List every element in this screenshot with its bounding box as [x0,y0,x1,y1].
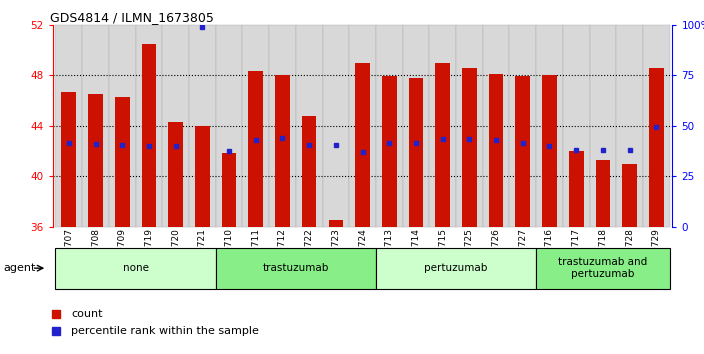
Bar [649,68,664,227]
Bar [82,25,109,227]
Text: trastuzumab: trastuzumab [263,263,329,273]
Bar [435,63,450,227]
Text: count: count [71,309,103,319]
Bar [408,78,423,227]
Bar [462,68,477,227]
Bar [215,25,242,227]
Bar [622,164,637,227]
Bar [88,94,103,227]
Bar [596,160,610,227]
Bar [109,25,136,227]
Bar [456,25,483,227]
Bar [136,25,163,227]
Bar [536,248,670,289]
Bar [56,248,215,289]
Bar [61,92,76,227]
Bar [643,25,670,227]
Bar [168,122,183,227]
Bar [163,25,189,227]
Bar [489,74,503,227]
Text: percentile rank within the sample: percentile rank within the sample [71,326,259,336]
Bar [349,25,376,227]
Bar [195,126,210,227]
Text: none: none [122,263,149,273]
Bar [589,25,616,227]
Bar [429,25,456,227]
Text: pertuzumab: pertuzumab [425,263,488,273]
Bar [115,97,130,227]
Text: trastuzumab and
pertuzumab: trastuzumab and pertuzumab [558,257,648,279]
Bar [542,75,557,227]
Bar [142,44,156,227]
Bar [483,25,510,227]
Bar [215,248,376,289]
Bar [403,25,429,227]
Bar [189,25,215,227]
Bar [249,72,263,227]
Text: GDS4814 / ILMN_1673805: GDS4814 / ILMN_1673805 [50,11,213,24]
Bar [222,153,237,227]
Bar [562,25,589,227]
Bar [329,220,344,227]
Bar [242,25,269,227]
Bar [515,76,530,227]
Bar [269,25,296,227]
Bar [569,151,584,227]
Bar [296,25,322,227]
Bar [356,63,370,227]
Bar [302,115,317,227]
Bar [376,248,536,289]
Bar [536,25,562,227]
Bar [510,25,536,227]
Text: agent: agent [4,263,36,273]
Bar [382,76,396,227]
Bar [56,25,82,227]
Bar [376,25,403,227]
Bar [322,25,349,227]
Bar [275,75,290,227]
Bar [616,25,643,227]
